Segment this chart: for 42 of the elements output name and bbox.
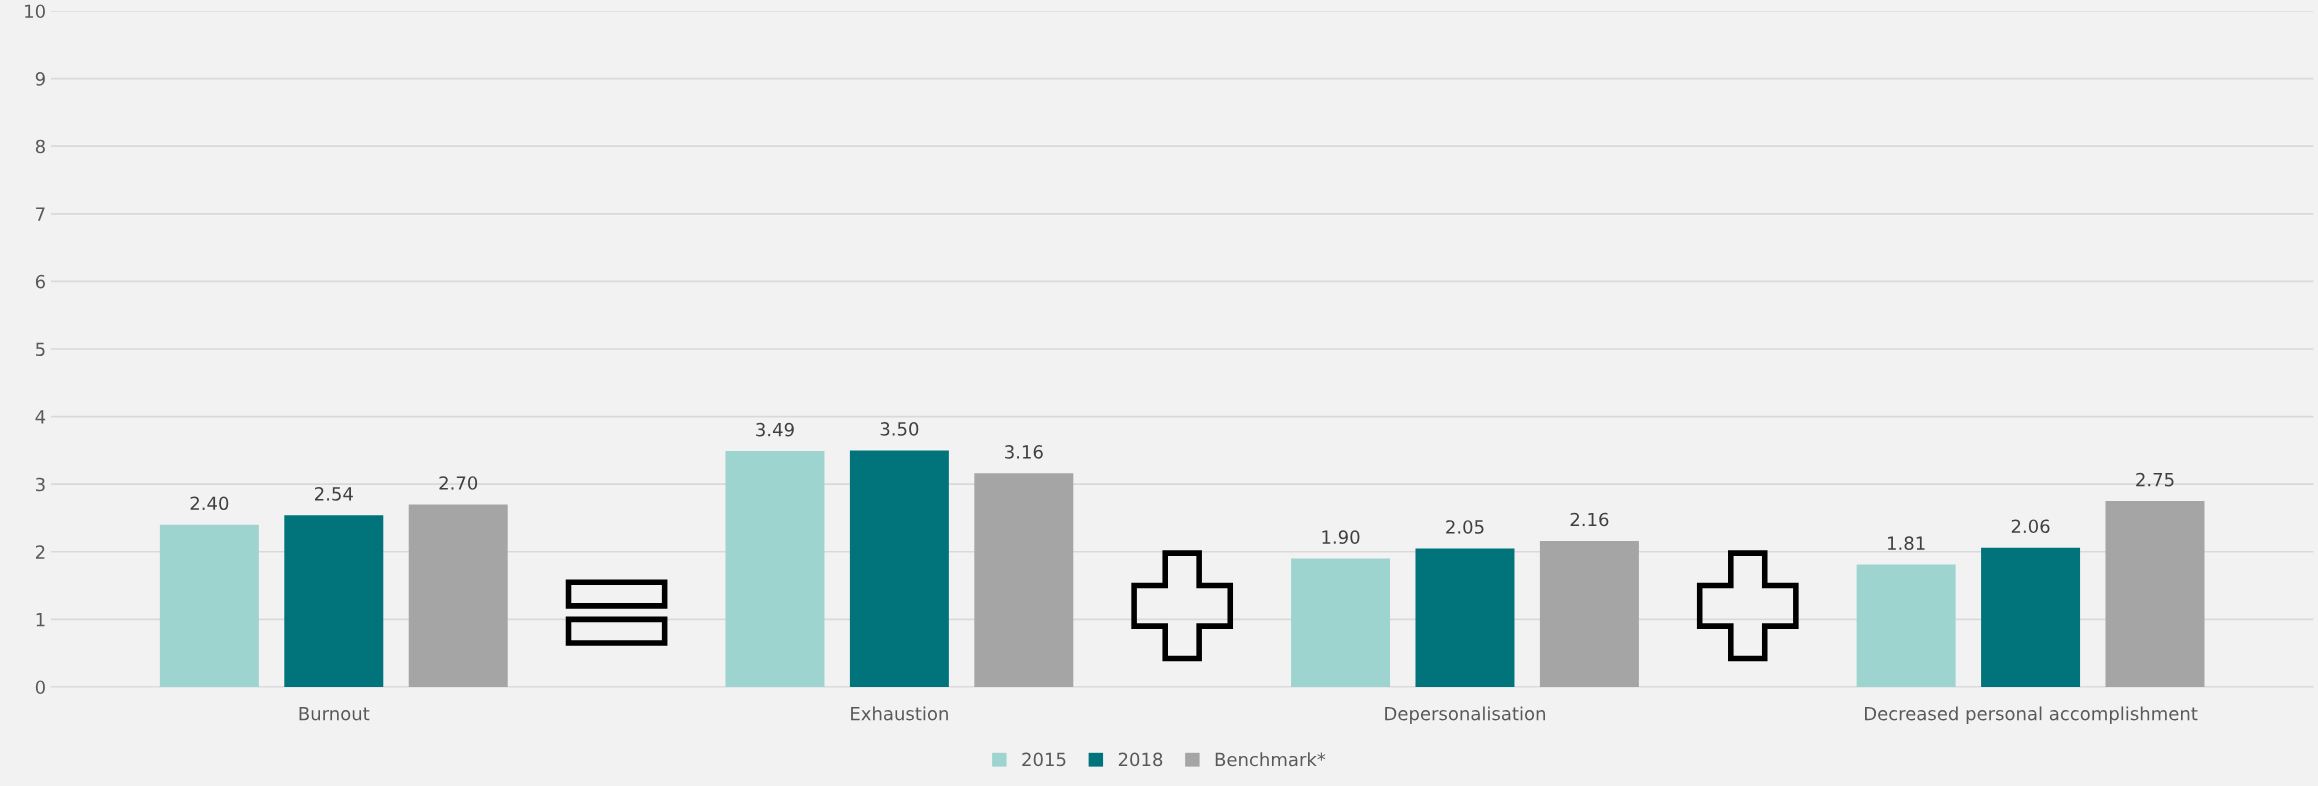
bar xyxy=(1856,564,1956,687)
y-tick-label: 5 xyxy=(36,342,45,357)
bar xyxy=(1415,548,1515,687)
bar xyxy=(1539,540,1639,687)
data-label: 3.49 xyxy=(756,422,794,437)
bar xyxy=(974,473,1074,687)
y-tick-label: 8 xyxy=(35,139,45,154)
bar xyxy=(2105,501,2205,687)
y-tick-label: 9 xyxy=(35,72,45,86)
data-label: 2.54 xyxy=(315,487,353,501)
data-label: 2.70 xyxy=(439,476,478,490)
data-label: 2.75 xyxy=(2136,472,2174,487)
y-tick-label: 4 xyxy=(35,410,46,424)
bar xyxy=(725,451,825,687)
bar xyxy=(284,515,384,687)
y-tick-label: 2 xyxy=(35,545,45,559)
bar xyxy=(1291,558,1391,687)
data-label: 2.05 xyxy=(1446,520,1484,534)
data-label: 2.06 xyxy=(2011,519,2050,534)
y-tick-label: 10 xyxy=(25,4,45,19)
bar xyxy=(849,450,949,687)
x-tick-label: Depersonalisation xyxy=(1385,706,1545,724)
legend-label: 2018 xyxy=(1118,752,1163,767)
x-tick-label: Exhaustion xyxy=(851,706,948,721)
data-label: 2.40 xyxy=(190,496,229,511)
x-tick-label: Burnout xyxy=(299,706,370,721)
data-label: 3.50 xyxy=(880,422,919,436)
y-tick-label: 6 xyxy=(35,274,45,289)
y-tick-label: 1 xyxy=(36,613,45,627)
data-label: 1.81 xyxy=(1888,536,1925,551)
bar xyxy=(1981,547,2081,687)
x-tick-label: Decreased personal accomplishment xyxy=(1865,706,2198,724)
y-tick-label: 3 xyxy=(36,477,45,492)
data-label: 3.16 xyxy=(1005,445,1043,459)
y-tick-label: 0 xyxy=(35,680,45,695)
legend-label: 2015 xyxy=(1022,752,1066,767)
legend-label: Benchmark* xyxy=(1215,752,1326,767)
data-label: 1.90 xyxy=(1322,530,1360,544)
bar xyxy=(408,504,508,687)
y-tick-label: 7 xyxy=(36,207,45,221)
data-label: 2.16 xyxy=(1570,512,1609,527)
bar xyxy=(159,524,259,687)
